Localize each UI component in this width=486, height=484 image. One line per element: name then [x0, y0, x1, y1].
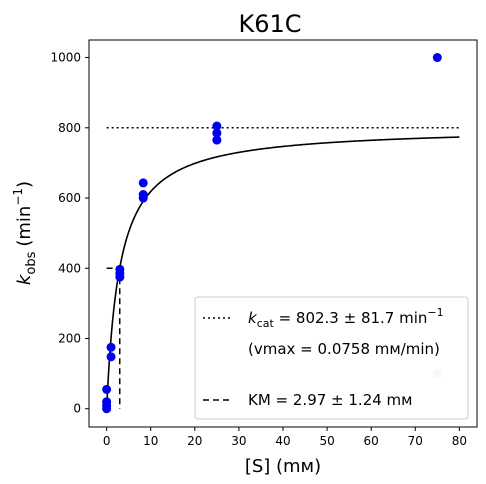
legend-vmax-label: (vmax = 0.0758 mм/min) — [248, 340, 440, 358]
x-tick-label: 80 — [452, 434, 467, 448]
x-tick-label: 40 — [275, 434, 290, 448]
legend: kcat = 802.3 ± 81.7 min−1 (vmax = 0.0758… — [195, 297, 468, 419]
data-point — [139, 190, 148, 199]
data-point — [212, 122, 221, 131]
data-point — [107, 343, 116, 352]
y-tick-label: 0 — [73, 402, 81, 416]
y-axis-label-unit: (min — [14, 206, 35, 247]
legend-kcat-value: = 802.3 ± 81.7 min — [274, 309, 428, 327]
data-point — [102, 385, 111, 394]
legend-kcat-exponent: −1 — [427, 306, 443, 319]
y-axis: 0 200 400 600 800 1000 — [50, 51, 89, 416]
x-axis-label: [S] (mм) — [245, 456, 321, 477]
y-axis-label: kobs(min−1) — [11, 181, 39, 285]
x-tick-label: 20 — [187, 434, 202, 448]
data-point — [139, 178, 148, 187]
x-tick-label: 70 — [408, 434, 423, 448]
y-tick-label: 600 — [58, 191, 81, 205]
y-tick-label: 800 — [58, 121, 81, 135]
legend-kcat-label: kcat = 802.3 ± 81.7 min−1 — [248, 306, 444, 330]
y-axis-label-subscript: obs — [24, 251, 39, 274]
chart-title: K61C — [238, 10, 301, 38]
x-tick-label: 60 — [364, 434, 379, 448]
x-tick-label: 30 — [231, 434, 246, 448]
y-axis-label-exponent: −1 — [11, 188, 25, 206]
x-axis: 0 10 20 30 40 50 60 70 80 — [103, 427, 467, 448]
legend-km-label: KM = 2.97 ± 1.24 mм — [248, 391, 412, 409]
y-tick-label: 400 — [58, 261, 81, 275]
x-tick-label: 0 — [103, 434, 111, 448]
x-tick-label: 10 — [143, 434, 158, 448]
data-point — [107, 352, 116, 361]
data-point — [433, 53, 442, 62]
x-tick-label: 50 — [319, 434, 334, 448]
data-point — [115, 265, 124, 274]
legend-kcat-subscript: cat — [257, 317, 275, 330]
y-tick-label: 1000 — [50, 51, 81, 65]
y-axis-label-close: ) — [14, 181, 35, 188]
y-tick-label: 200 — [58, 332, 81, 346]
data-point — [102, 397, 111, 406]
